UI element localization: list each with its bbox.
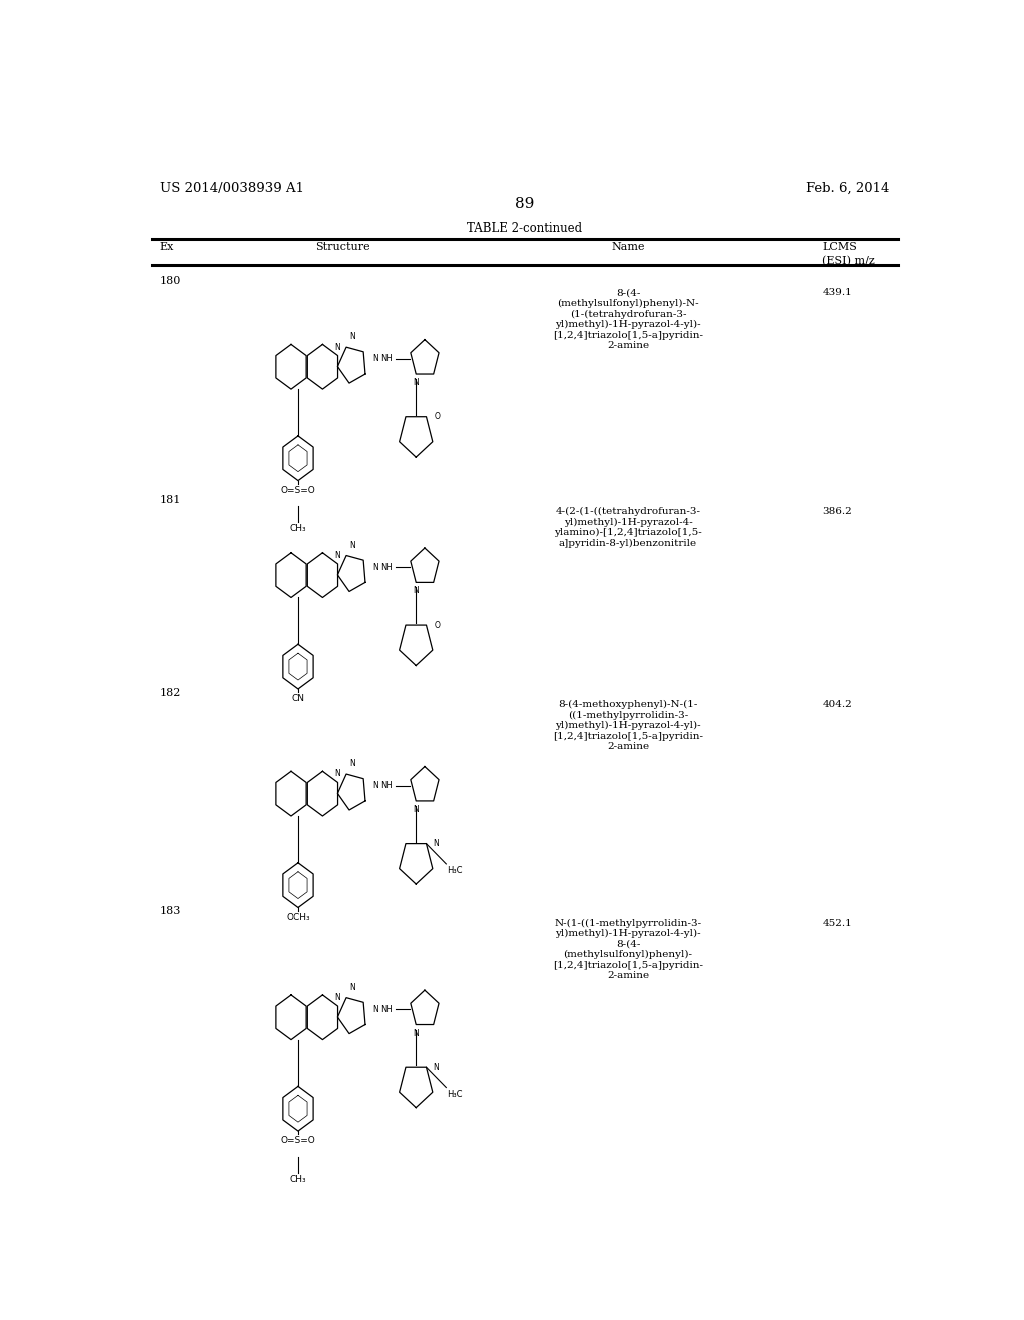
Text: N: N [372, 1005, 378, 1014]
Text: N-(1-((1-methylpyrrolidin-3-
yl)methyl)-1H-pyrazol-4-yl)-
8-(4-
(methylsulfonyl): N-(1-((1-methylpyrrolidin-3- yl)methyl)-… [553, 919, 702, 979]
Text: H₃C: H₃C [447, 1089, 463, 1098]
Text: N: N [349, 759, 355, 768]
Text: Name: Name [611, 242, 645, 252]
Text: CH₃: CH₃ [290, 524, 306, 533]
Text: NH: NH [381, 354, 393, 363]
Text: 404.2: 404.2 [822, 700, 852, 709]
Text: CN: CN [292, 694, 304, 704]
Text: 183: 183 [160, 907, 181, 916]
Text: N: N [335, 342, 340, 351]
Text: N: N [414, 586, 419, 595]
Text: N: N [414, 1028, 419, 1038]
Text: NH: NH [381, 1005, 393, 1014]
Text: NH: NH [381, 562, 393, 572]
Text: 452.1: 452.1 [822, 919, 852, 928]
Text: US 2014/0038939 A1: US 2014/0038939 A1 [160, 182, 304, 195]
Text: NH: NH [381, 781, 393, 791]
Text: O: O [434, 412, 440, 421]
Text: (ESI) m/z: (ESI) m/z [822, 256, 876, 267]
Text: 8-(4-methoxyphenyl)-N-(1-
((1-methylpyrrolidin-3-
yl)methyl)-1H-pyrazol-4-yl)-
[: 8-(4-methoxyphenyl)-N-(1- ((1-methylpyrr… [553, 700, 702, 751]
Text: CH₃: CH₃ [290, 1175, 306, 1184]
Text: N: N [372, 781, 378, 791]
Text: 182: 182 [160, 688, 181, 698]
Text: Ex: Ex [160, 242, 174, 252]
Text: 4-(2-(1-((tetrahydrofuran-3-
yl)methyl)-1H-pyrazol-4-
ylamino)-[1,2,4]triazolo[1: 4-(2-(1-((tetrahydrofuran-3- yl)methyl)-… [554, 507, 701, 548]
Text: N: N [335, 993, 340, 1002]
Text: 386.2: 386.2 [822, 507, 852, 516]
Text: TABLE 2-continued: TABLE 2-continued [467, 223, 583, 235]
Text: 89: 89 [515, 197, 535, 211]
Text: N: N [414, 805, 419, 814]
Text: N: N [349, 333, 355, 342]
Text: O: O [434, 620, 440, 630]
Text: N: N [372, 562, 378, 572]
Text: N: N [433, 1063, 438, 1072]
Text: N: N [433, 840, 438, 849]
Text: 8-(4-
(methylsulfonyl)phenyl)-N-
(1-(tetrahydrofuran-3-
yl)methyl)-1H-pyrazol-4-: 8-(4- (methylsulfonyl)phenyl)-N- (1-(tet… [553, 289, 702, 350]
Text: N: N [372, 354, 378, 363]
Text: Feb. 6, 2014: Feb. 6, 2014 [807, 182, 890, 195]
Text: N: N [335, 550, 340, 560]
Text: LCMS: LCMS [822, 242, 857, 252]
Text: N: N [349, 983, 355, 991]
Text: N: N [335, 770, 340, 779]
Text: 180: 180 [160, 276, 181, 286]
Text: Structure: Structure [315, 242, 370, 252]
Text: OCH₃: OCH₃ [286, 912, 310, 921]
Text: O=S=O: O=S=O [281, 1137, 315, 1146]
Text: O=S=O: O=S=O [281, 486, 315, 495]
Text: 181: 181 [160, 495, 181, 504]
Text: N: N [349, 541, 355, 550]
Text: N: N [414, 378, 419, 387]
Text: 439.1: 439.1 [822, 289, 852, 297]
Text: H₃C: H₃C [447, 866, 463, 875]
